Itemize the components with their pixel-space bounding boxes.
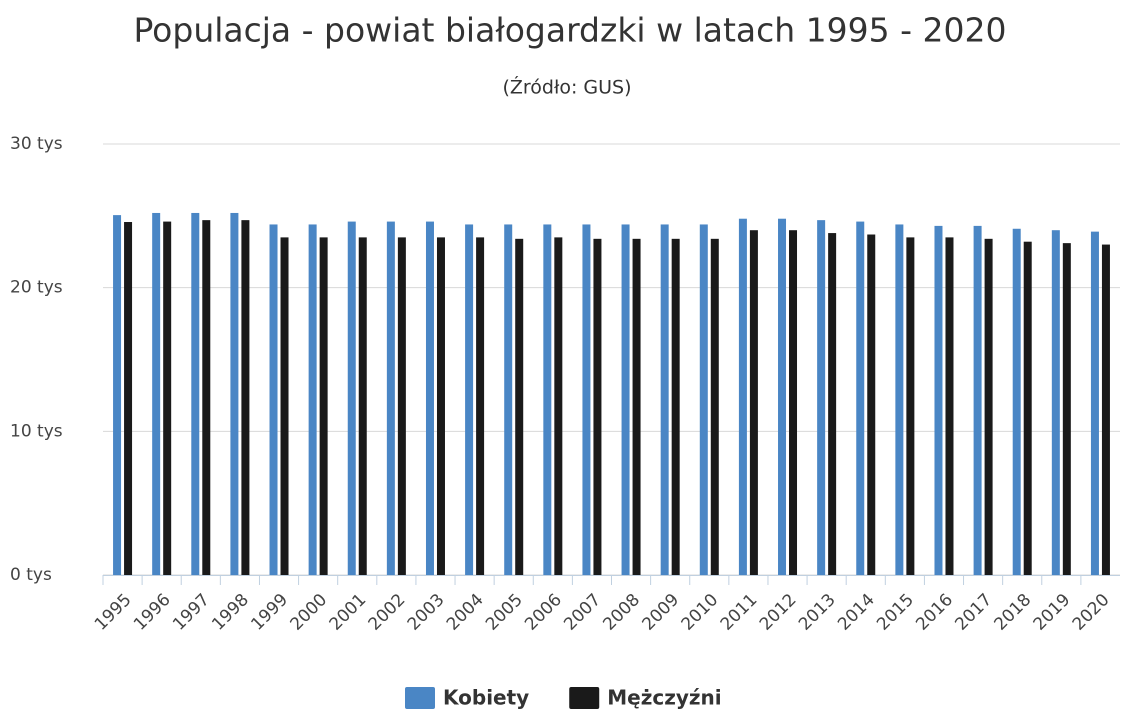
bar bbox=[945, 237, 954, 575]
bar bbox=[582, 224, 591, 575]
bar bbox=[152, 212, 161, 575]
bar bbox=[1023, 241, 1032, 575]
x-tick-label: 2009 bbox=[639, 590, 684, 635]
bar bbox=[425, 221, 434, 575]
bar bbox=[1062, 243, 1071, 575]
bar bbox=[191, 212, 200, 575]
bar bbox=[113, 215, 122, 576]
x-tick-label: 2018 bbox=[991, 590, 1036, 635]
x-tick-label: 2014 bbox=[834, 590, 879, 635]
y-tick-label: 10 tys bbox=[10, 421, 63, 441]
bar bbox=[817, 220, 826, 576]
x-tick-label: 2008 bbox=[599, 590, 644, 635]
bar bbox=[1012, 228, 1021, 575]
bar bbox=[476, 237, 485, 575]
x-tick-label: 2015 bbox=[873, 590, 918, 635]
x-tick-label: 2002 bbox=[365, 590, 410, 635]
bar bbox=[465, 224, 474, 575]
x-tick-label: 2001 bbox=[326, 590, 371, 635]
bar bbox=[241, 220, 250, 576]
bar bbox=[749, 230, 758, 575]
bar bbox=[867, 234, 876, 575]
bar bbox=[621, 224, 630, 575]
bar bbox=[738, 218, 747, 575]
bar bbox=[906, 237, 915, 575]
y-tick-label: 0 tys bbox=[10, 565, 52, 585]
bar bbox=[671, 238, 680, 575]
bar bbox=[124, 222, 133, 576]
bar bbox=[660, 224, 669, 575]
bar bbox=[163, 221, 172, 575]
x-tick-label: 2016 bbox=[912, 590, 957, 635]
chart-subtitle: (Źródło: GUS) bbox=[502, 76, 631, 99]
bar bbox=[230, 212, 239, 575]
x-tick-label: 2020 bbox=[1069, 590, 1114, 635]
bar bbox=[895, 224, 904, 575]
bar bbox=[515, 238, 524, 575]
legend-swatch bbox=[405, 687, 435, 709]
bar bbox=[856, 221, 865, 575]
legend-label: Kobiety bbox=[443, 686, 529, 710]
x-tick-label: 2005 bbox=[482, 590, 527, 635]
bar bbox=[593, 238, 602, 575]
bar bbox=[973, 225, 982, 575]
x-tick-label: 2000 bbox=[286, 590, 331, 635]
bar bbox=[554, 237, 563, 575]
bar bbox=[789, 230, 798, 575]
x-tick-label: 1995 bbox=[91, 590, 136, 635]
x-tick-label: 1997 bbox=[169, 590, 214, 635]
y-tick-label: 20 tys bbox=[10, 278, 63, 298]
x-tick-label: 1998 bbox=[208, 590, 253, 635]
bar bbox=[202, 220, 211, 576]
bar bbox=[504, 224, 513, 575]
bar bbox=[319, 237, 328, 575]
bar bbox=[1101, 244, 1110, 576]
legend-swatch bbox=[569, 687, 600, 709]
x-tick-label: 2013 bbox=[795, 590, 840, 635]
x-tick-label: 2011 bbox=[717, 590, 762, 635]
x-tick-label: 2010 bbox=[678, 590, 723, 635]
x-tick-label: 2003 bbox=[404, 590, 449, 635]
x-tick-label: 1999 bbox=[247, 590, 292, 635]
x-tick-label: 1996 bbox=[130, 590, 175, 635]
bar bbox=[934, 225, 943, 575]
x-tick-label: 2006 bbox=[521, 590, 566, 635]
bar bbox=[386, 221, 395, 575]
bar bbox=[347, 221, 356, 575]
y-tick-label: 30 tys bbox=[10, 134, 63, 154]
bar bbox=[1090, 231, 1099, 576]
bar bbox=[632, 238, 641, 575]
x-tick-label: 2012 bbox=[756, 590, 801, 635]
bar bbox=[436, 237, 445, 575]
bar bbox=[984, 238, 993, 575]
bar bbox=[699, 224, 708, 575]
chart-title: Populacja - powiat białogardzki w latach… bbox=[133, 11, 1006, 50]
bar bbox=[543, 224, 552, 575]
bar bbox=[710, 238, 719, 575]
x-tick-label: 2007 bbox=[560, 590, 605, 635]
bar bbox=[397, 237, 406, 575]
x-tick-label: 2004 bbox=[443, 590, 488, 635]
bar bbox=[280, 237, 289, 575]
bar bbox=[269, 224, 278, 575]
x-tick-label: 2017 bbox=[951, 590, 996, 635]
legend-label: Mężczyźni bbox=[607, 686, 721, 710]
x-tick-label: 2019 bbox=[1030, 590, 1075, 635]
bar bbox=[828, 233, 837, 575]
bar bbox=[1051, 230, 1060, 575]
bar bbox=[358, 237, 367, 575]
bar bbox=[778, 218, 787, 575]
bar bbox=[308, 224, 317, 575]
